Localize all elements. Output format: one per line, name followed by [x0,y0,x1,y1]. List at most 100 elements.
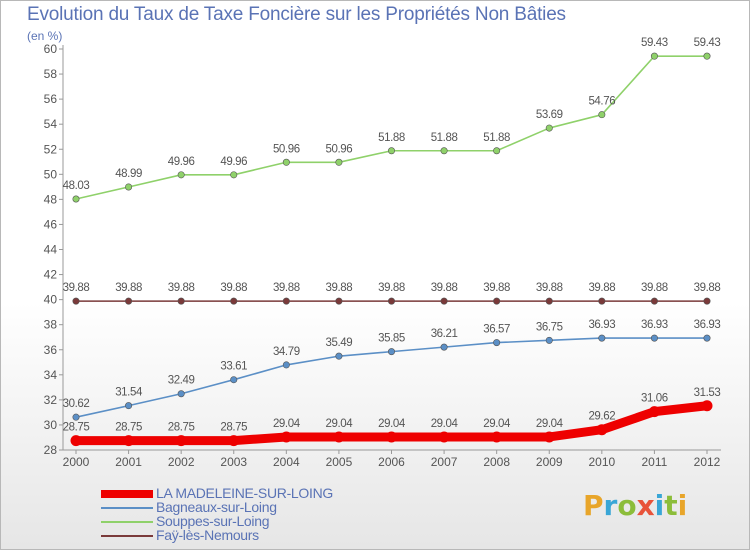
data-point [386,431,397,443]
logo-letter: x [636,489,655,522]
data-point [598,334,606,342]
data-label: 39.88 [168,282,195,294]
y-tick-label: 60 [44,42,58,56]
y-tick-label: 58 [44,67,58,81]
data-label: 29.04 [378,418,406,430]
data-label: 39.88 [326,282,353,294]
data-point [335,352,343,360]
data-point [543,431,555,443]
data-point [72,297,80,305]
data-point [545,124,553,132]
data-point [335,158,343,166]
data-label: 31.53 [694,387,721,399]
data-point [230,171,238,179]
legend-swatch [101,490,153,498]
data-point [598,111,606,119]
data-point [282,158,290,166]
legend-label: Souppes-sur-Loing [156,513,270,529]
data-point [282,361,290,369]
data-label: 35.49 [326,337,353,349]
x-tick-label: 2003 [220,455,247,469]
data-label: 36.75 [536,321,563,333]
y-tick-label: 46 [44,217,58,231]
logo-letter: i [677,489,688,522]
x-tick-label: 2005 [326,455,353,469]
data-point [175,435,187,447]
y-tick-label: 44 [44,243,58,257]
y-tick-label: 34 [44,368,58,382]
data-label: 34.79 [273,346,300,358]
logo-letter: P [583,489,604,522]
data-point [177,297,185,305]
data-label: 39.88 [641,282,668,294]
y-tick-label: 52 [44,142,58,156]
data-point [703,297,711,305]
data-point [333,431,345,443]
x-tick-label: 2009 [536,455,563,469]
x-tick-label: 2001 [115,455,142,469]
data-point [438,431,450,443]
data-label: 48.03 [63,180,90,192]
y-tick-label: 28 [44,443,58,457]
legend-item: Souppes-sur-Loing [101,513,421,529]
x-tick-label: 2008 [483,455,510,469]
y-tick-label: 38 [44,318,58,332]
legend: LA MADELEINE-SUR-LOING Bagneaux-sur-Loing… [101,485,421,543]
data-label: 39.88 [63,282,90,294]
legend-label: Faÿ-lès-Nemours [156,527,259,543]
data-point [703,52,711,60]
unit-label: (en %) [27,29,63,43]
data-point [701,400,713,412]
data-point [72,195,80,203]
logo-letter: i [654,489,665,522]
y-tick-label: 36 [44,343,58,357]
y-tick-label: 40 [44,293,58,307]
data-label: 39.88 [536,282,563,294]
data-label: 36.93 [694,319,721,331]
y-tick-label: 32 [44,393,58,407]
data-point [125,183,133,191]
data-label: 39.88 [483,282,510,294]
data-label: 51.88 [483,132,510,144]
x-tick-label: 2010 [588,455,615,469]
legend-label: Bagneaux-sur-Loing [156,499,277,515]
data-label: 28.75 [220,422,247,434]
data-label: 50.96 [273,143,300,155]
data-label: 51.88 [431,132,458,144]
data-label: 36.93 [641,319,668,331]
data-label: 50.96 [326,143,353,155]
data-label: 29.04 [431,418,459,430]
data-label: 36.93 [588,319,615,331]
data-point [125,402,133,410]
chart-title: Evolution du Taux de Taxe Foncière sur l… [27,4,566,25]
x-tick-label: 2000 [63,455,90,469]
data-point [230,376,238,384]
data-label: 35.85 [378,333,405,345]
data-point [177,171,185,179]
data-label: 29.04 [536,418,564,430]
data-label: 49.96 [168,156,195,168]
x-tick-label: 2006 [378,455,405,469]
data-point [230,297,238,305]
data-point [280,431,292,443]
data-label: 51.88 [378,132,405,144]
data-point [703,334,711,342]
y-tick-label: 42 [44,268,58,282]
data-point [177,390,185,398]
logo-letter: t [664,489,678,522]
data-label: 29.62 [588,411,615,423]
x-tick-label: 2011 [642,455,668,469]
data-label: 32.49 [168,375,195,387]
data-point [650,297,658,305]
y-tick-label: 54 [44,117,58,131]
data-point [493,297,501,305]
legend-item: Faÿ-lès-Nemours [101,527,421,543]
legend-swatch [101,535,153,537]
data-label: 36.57 [483,324,510,336]
data-label: 28.75 [63,422,90,434]
data-point [493,339,501,347]
data-point [650,334,658,342]
legend-label: LA MADELEINE-SUR-LOING [156,485,333,501]
data-label: 39.88 [378,282,405,294]
